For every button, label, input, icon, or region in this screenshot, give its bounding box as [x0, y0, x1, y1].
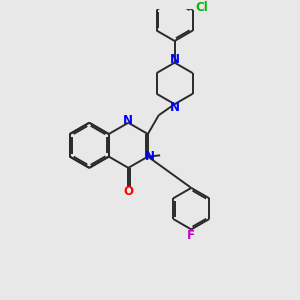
- Text: N: N: [169, 101, 180, 114]
- Text: N: N: [145, 150, 154, 163]
- Text: Cl: Cl: [195, 1, 208, 14]
- Text: N: N: [169, 53, 180, 66]
- Text: N: N: [123, 114, 133, 127]
- Text: O: O: [123, 185, 133, 198]
- Text: F: F: [187, 229, 195, 242]
